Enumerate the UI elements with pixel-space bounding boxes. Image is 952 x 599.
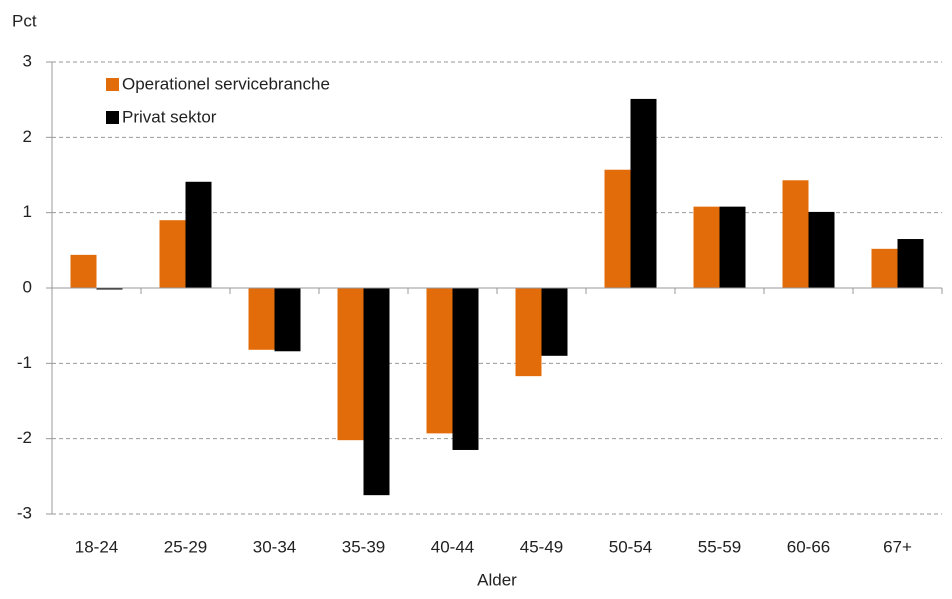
y-tick-label: 3	[23, 51, 32, 70]
bar	[426, 288, 453, 434]
y-tick-label: 1	[23, 202, 32, 221]
bar	[274, 288, 301, 352]
bar	[452, 288, 479, 450]
bar	[871, 248, 898, 288]
legend-label: Privat sektor	[122, 107, 217, 126]
bar	[604, 169, 631, 288]
legend-swatch	[106, 111, 119, 124]
x-tick-label: 25-29	[164, 537, 207, 556]
legend-swatch	[106, 78, 119, 91]
bar	[337, 288, 364, 441]
y-tick-label: 0	[23, 277, 32, 296]
x-tick-label: 50-54	[609, 537, 652, 556]
x-tick-label: 18-24	[75, 537, 118, 556]
bar	[248, 288, 275, 350]
x-tick-label: 67+	[883, 537, 912, 556]
bar	[782, 180, 809, 288]
x-tick-label: 55-59	[698, 537, 741, 556]
y-tick-label: -3	[17, 503, 32, 522]
bar	[630, 98, 657, 288]
x-tick-label: 30-34	[253, 537, 296, 556]
x-axis-label: Alder	[477, 570, 517, 589]
bar	[541, 288, 568, 356]
x-tick-label: 35-39	[342, 537, 385, 556]
bar	[159, 220, 186, 288]
y-tick-label: -1	[17, 353, 32, 372]
bar	[96, 288, 123, 290]
bar	[363, 288, 390, 496]
x-tick-label: 45-49	[520, 537, 563, 556]
legend-label: Operationel servicebranche	[122, 74, 330, 93]
y-axis-label: Pct	[12, 11, 37, 30]
bar	[693, 206, 720, 288]
bar	[515, 288, 542, 377]
y-tick-label: -2	[17, 428, 32, 447]
bar	[70, 254, 97, 288]
bar	[808, 211, 835, 288]
bar	[897, 239, 924, 288]
bar	[719, 206, 746, 288]
x-tick-label: 60-66	[787, 537, 830, 556]
bar	[185, 181, 212, 288]
y-tick-label: 2	[23, 127, 32, 146]
x-tick-label: 40-44	[431, 537, 474, 556]
